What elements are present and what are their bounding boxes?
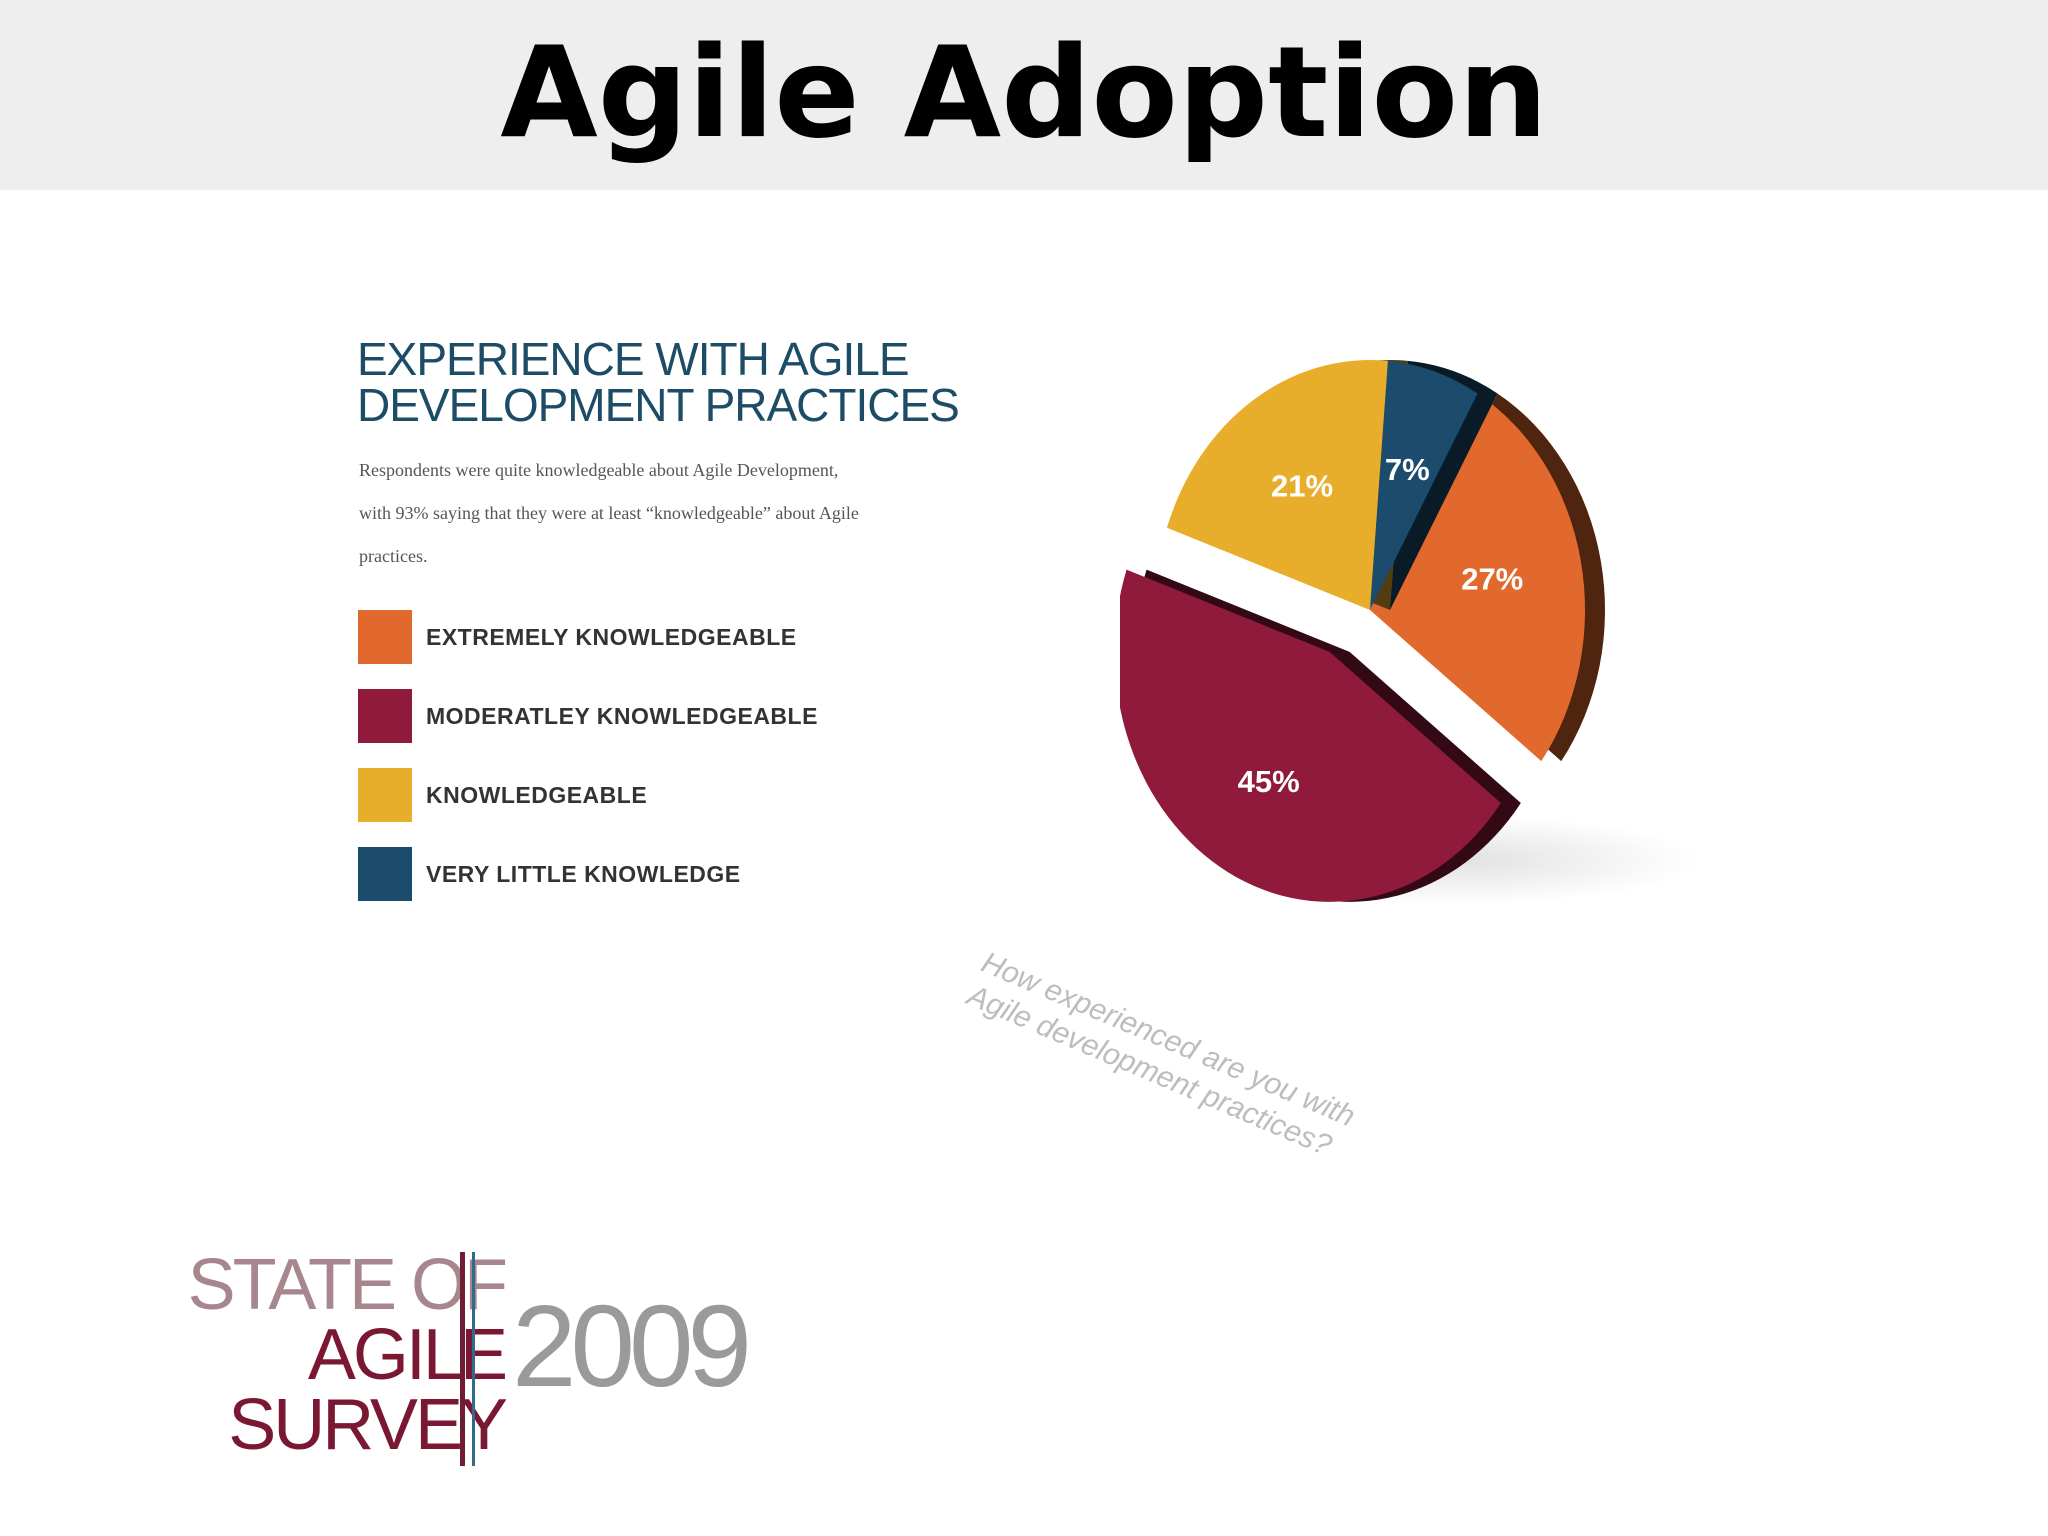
description-line-2: with 93% saying that they were at least … — [359, 503, 859, 523]
logo-line-agile: AGILE — [307, 1315, 508, 1395]
legend-label: VERY LITTLE KNOWLEDGE — [426, 861, 741, 887]
pie-labels: 27% 45% 21% 7% — [1238, 452, 1524, 799]
pie-slice-very-little-knowledge — [1370, 360, 1478, 610]
panel-title-line-1: EXPERIENCE WITH AGILE — [357, 333, 910, 385]
legend-swatch — [358, 768, 412, 822]
description-line-3: practices. — [359, 546, 428, 566]
logo-year: 2009 — [512, 1281, 752, 1411]
pie-slice-knowledgeable — [1166, 360, 1388, 610]
panel-description: Respondents were quite knowledgeable abo… — [359, 449, 1019, 578]
legend-swatch — [358, 689, 412, 743]
legend-label: EXTREMELY KNOWLEDGEABLE — [426, 624, 797, 650]
pie-data-label: 21% — [1271, 469, 1333, 504]
legend-swatch — [358, 847, 412, 901]
pie-slice-extremely-knowledgeable — [1370, 393, 1585, 762]
slide-title: Agile Adoption — [500, 19, 1548, 166]
description-line-1: Respondents were quite knowledgeable abo… — [359, 460, 839, 480]
pie-data-label: 45% — [1238, 764, 1300, 799]
legend-label: KNOWLEDGEABLE — [426, 782, 648, 808]
logo-line-state-of: STATE OF — [187, 1245, 508, 1325]
legend-swatch — [358, 610, 412, 664]
pie-data-label: 27% — [1461, 562, 1523, 597]
legend-item-very-little-knowledge: VERY LITTLE KNOWLEDGE — [358, 847, 958, 903]
pie-slices — [1120, 360, 1605, 902]
survey-question: How experienced are you with Agile devel… — [962, 945, 1598, 1269]
logo-divider-blue — [472, 1252, 475, 1466]
legend-label: MODERATLEY KNOWLEDGEABLE — [426, 703, 818, 729]
title-bar: Agile Adoption — [0, 0, 2048, 190]
state-of-agile-logo: STATE OF AGILE SURVEY 2009 — [80, 1245, 760, 1480]
chart-panel-title: EXPERIENCE WITH AGILE DEVELOPMENT PRACTI… — [357, 333, 960, 431]
pie-chart: 27% 45% 21% 7% — [1120, 360, 1700, 905]
logo-divider-maroon — [460, 1252, 465, 1466]
pie-data-label: 7% — [1385, 452, 1430, 487]
pie-slice-moderatley-knowledgeable — [1120, 569, 1501, 902]
legend-item-moderately-knowledgeable: MODERATLEY KNOWLEDGEABLE — [358, 689, 958, 745]
legend-item-extremely-knowledgeable: EXTREMELY KNOWLEDGEABLE — [358, 610, 958, 666]
legend-item-knowledgeable: KNOWLEDGEABLE — [358, 768, 958, 824]
panel-title-line-2: DEVELOPMENT PRACTICES — [357, 379, 960, 431]
